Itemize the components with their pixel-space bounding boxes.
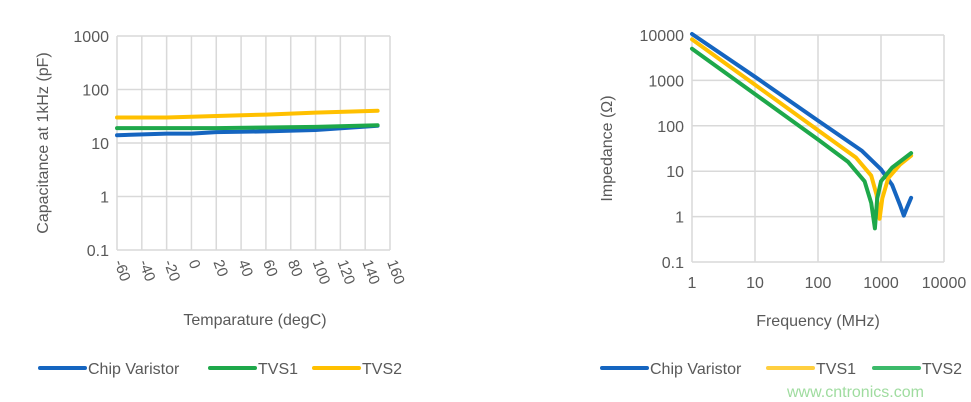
x-axis-label: Temparature (degC) — [183, 312, 326, 329]
x-axis-label: Frequency (MHz) — [756, 313, 880, 330]
x-tick-label: 160 — [383, 258, 408, 287]
x-tick-label: 0 — [185, 258, 204, 272]
x-tick-label: 1000 — [863, 275, 899, 292]
y-tick-label: 10 — [91, 136, 109, 153]
y-tick-label: 10 — [666, 164, 684, 181]
legend-label: TVS2 — [362, 361, 402, 378]
y-tick-label: 1 — [100, 190, 109, 207]
watermark: www.cntronics.com — [787, 384, 924, 401]
x-tick-label: 40 — [234, 258, 256, 279]
x-tick-label: -40 — [135, 258, 158, 284]
legend-label: Chip Varistor — [650, 361, 742, 378]
series-line-tvs2 — [690, 46, 914, 231]
y-tick-label: 1000 — [73, 29, 109, 46]
x-tick-label: 10 — [746, 275, 764, 292]
series-line-tvs2 — [115, 108, 380, 120]
y-tick-label: 0.1 — [662, 255, 684, 272]
y-tick-label: 1 — [675, 210, 684, 227]
legend-label: TVS2 — [922, 361, 962, 378]
x-tick-label: 10000 — [922, 275, 967, 292]
legend-label: Chip Varistor — [88, 361, 180, 378]
x-tick-label: 1 — [688, 275, 697, 292]
y-axis-label: Impedance (Ω) — [599, 95, 616, 201]
legend-label: TVS1 — [258, 361, 298, 378]
x-tick-label: 60 — [259, 258, 281, 279]
y-tick-label: 100 — [657, 119, 684, 136]
x-tick-label: 140 — [358, 258, 383, 287]
y-tick-label: 10000 — [640, 28, 685, 45]
x-tick-label: 80 — [284, 258, 306, 279]
y-tick-label: 100 — [82, 83, 109, 100]
series-line-chip-varistor — [115, 123, 380, 138]
x-tick-label: 100 — [309, 258, 334, 287]
x-tick-label: 120 — [334, 258, 359, 287]
x-tick-label: 100 — [805, 275, 832, 292]
x-tick-label: -20 — [160, 258, 183, 284]
x-tick-label: 20 — [210, 258, 232, 279]
x-tick-label: -60 — [110, 258, 133, 284]
y-axis-label: Capacitance at 1kHz (pF) — [35, 52, 52, 233]
legend-label: TVS1 — [816, 361, 856, 378]
series-line-tvs1 — [115, 123, 380, 131]
y-tick-label: 1000 — [648, 73, 684, 90]
y-tick-label: 0.1 — [87, 243, 109, 260]
